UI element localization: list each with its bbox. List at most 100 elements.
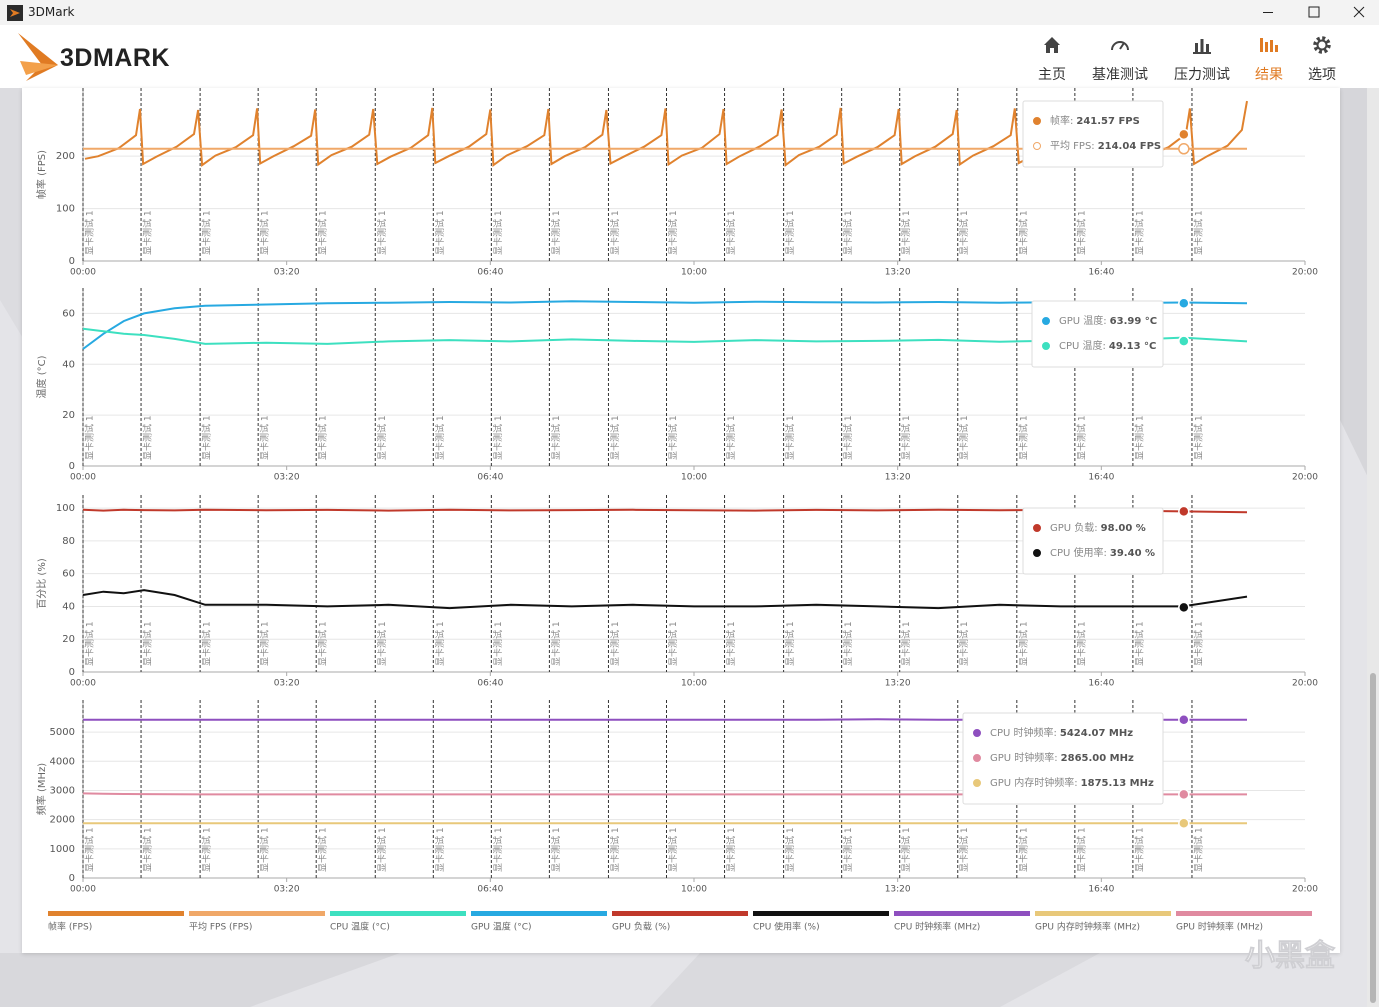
y-tick-label: 0 xyxy=(69,461,75,472)
test-marker-label: 显卡测试 1 xyxy=(376,621,388,666)
x-tick-label: 20:00 xyxy=(1292,679,1318,689)
x-tick-label: 20:00 xyxy=(1292,885,1318,895)
test-marker-label: 显卡测试 1 xyxy=(142,621,154,666)
test-marker-label: 显卡测试 1 xyxy=(84,621,96,666)
tooltip-value: 49.13 °C xyxy=(1109,341,1156,352)
x-tick-label: 13:20 xyxy=(885,268,911,278)
test-marker-label: 显卡测试 1 xyxy=(1192,415,1204,460)
test-marker-label: 显卡测试 1 xyxy=(317,827,329,872)
test-marker-label: 显卡测试 1 xyxy=(784,415,796,460)
test-marker-label: 显卡测试 1 xyxy=(609,415,621,460)
test-marker-label: 显卡测试 1 xyxy=(725,415,737,460)
test-marker-label: 显卡测试 1 xyxy=(550,415,562,460)
test-marker-label: 显卡测试 1 xyxy=(259,827,271,872)
test-marker-label: 显卡测试 1 xyxy=(259,415,271,460)
test-marker-label: 显卡测试 1 xyxy=(376,210,388,255)
test-marker-label: 显卡测试 1 xyxy=(958,210,970,255)
test-marker-label: 显卡测试 1 xyxy=(1075,827,1087,872)
test-marker-label: 显卡测试 1 xyxy=(1133,827,1145,872)
test-marker-label: 显卡测试 1 xyxy=(784,621,796,666)
tooltip-swatch xyxy=(1033,524,1041,532)
scrollbar[interactable] xyxy=(1367,88,1379,1007)
test-marker-label: 显卡测试 1 xyxy=(317,415,329,460)
test-marker-label: 显卡测试 1 xyxy=(492,415,504,460)
test-marker-label: 显卡测试 1 xyxy=(1192,210,1204,255)
y-tick-label: 100 xyxy=(56,204,75,215)
test-marker-label: 显卡测试 1 xyxy=(84,415,96,460)
tooltip-label: GPU 负载: xyxy=(1050,521,1098,534)
test-marker-label: 显卡测试 1 xyxy=(842,415,854,460)
cursor-dot xyxy=(1178,505,1190,518)
nav-label[interactable]: 结果 xyxy=(1255,67,1283,83)
test-marker-label: 显卡测试 1 xyxy=(376,827,388,872)
test-marker-label: 显卡测试 1 xyxy=(201,415,213,460)
test-marker-label: 显卡测试 1 xyxy=(842,210,854,255)
tooltip-label: CPU 使用率: xyxy=(1050,546,1107,559)
test-marker-label: 显卡测试 1 xyxy=(142,210,154,255)
test-marker-label: 显卡测试 1 xyxy=(609,210,621,255)
tooltip-swatch xyxy=(973,754,981,762)
tooltip-row: GPU 内存时钟频率: 1875.13 MHz xyxy=(990,776,1154,789)
tooltip-label: 平均 FPS: xyxy=(1050,140,1095,152)
tooltip-value: 2865.00 MHz xyxy=(1061,753,1134,764)
y-tick-label: 0 xyxy=(69,256,75,267)
nav-benchmark[interactable]: 基准测试 xyxy=(1080,25,1160,83)
legend-label: GPU 时钟频率 (MHz) xyxy=(1176,921,1263,933)
nav-options[interactable]: 选项 xyxy=(1282,25,1362,83)
header: 3DMARK 主页 基准测试 压力测试 结果 选项 xyxy=(0,25,1379,88)
nav-label[interactable]: 基准测试 xyxy=(1092,67,1148,83)
test-marker-label: 显卡测试 1 xyxy=(259,621,271,666)
test-marker-label: 显卡测试 1 xyxy=(376,415,388,460)
nav-label[interactable]: 主页 xyxy=(1038,67,1066,83)
test-marker-label: 显卡测试 1 xyxy=(609,621,621,666)
x-tick-label: 16:40 xyxy=(1088,885,1114,895)
x-tick-label: 16:40 xyxy=(1088,679,1114,689)
y-axis-title: 频率 (MHz) xyxy=(35,763,48,815)
legend-label: 帧率 (FPS) xyxy=(48,921,92,933)
test-marker-label: 显卡测试 1 xyxy=(958,415,970,460)
test-marker-label: 显卡测试 1 xyxy=(434,415,446,460)
y-axis-title: 百分比 (%) xyxy=(36,558,48,609)
tooltip-value: 214.04 FPS xyxy=(1098,141,1161,152)
nav-icon xyxy=(1111,41,1129,51)
close-button[interactable] xyxy=(1353,6,1365,18)
nav-label[interactable]: 压力测试 xyxy=(1174,67,1230,83)
y-tick-label: 0 xyxy=(69,667,75,678)
series-line xyxy=(82,508,1248,514)
cursor-dot xyxy=(1178,335,1190,347)
tooltip-swatch xyxy=(1042,317,1050,325)
test-marker-label: 显卡测试 1 xyxy=(142,415,154,460)
tooltip-swatch xyxy=(973,729,981,737)
logo-text[interactable]: 3DMARK xyxy=(60,44,170,72)
legend-label: CPU 使用率 (%) xyxy=(753,921,820,933)
test-marker-label: 显卡测试 1 xyxy=(259,210,271,255)
nav-home[interactable]: 主页 xyxy=(1012,25,1092,83)
scroll-thumb[interactable] xyxy=(1370,673,1376,1003)
tooltip: GPU 负载: 98.00 % CPU 使用率: 39.40 % xyxy=(1022,507,1164,575)
window-controls[interactable] xyxy=(1249,0,1379,25)
test-marker-label: 显卡测试 1 xyxy=(492,621,504,666)
nav-stress[interactable]: 压力测试 xyxy=(1162,25,1242,83)
nav-results[interactable]: 结果 xyxy=(1229,25,1309,83)
tooltip-row: CPU 使用率: 39.40 % xyxy=(1050,546,1155,559)
chart: 0 100 200 00:00 03:20 06:40 10:00 13:20 16:40 20:… xyxy=(35,88,1318,278)
y-tick-label: 200 xyxy=(56,151,75,162)
x-tick-label: 20:00 xyxy=(1292,473,1318,483)
test-marker-label: 显卡测试 1 xyxy=(842,827,854,872)
maximize-button[interactable] xyxy=(1308,6,1320,18)
x-tick-label: 03:20 xyxy=(274,679,300,689)
x-tick-label: 03:20 xyxy=(274,268,300,278)
x-tick-label: 10:00 xyxy=(681,268,707,278)
y-tick-label: 60 xyxy=(62,569,75,580)
nav-label[interactable]: 选项 xyxy=(1308,67,1336,83)
tooltip-row: CPU 时钟频率: 5424.07 MHz xyxy=(990,726,1133,739)
tooltip-row: CPU 温度: 49.13 °C xyxy=(1059,339,1156,352)
test-marker-label: 显卡测试 1 xyxy=(667,415,679,460)
legend-label: 平均 FPS (FPS) xyxy=(189,921,252,933)
test-marker-label: 显卡测试 1 xyxy=(434,827,446,872)
chart: 0 20 40 60 00:00 03:20 06:40 10:00 13:20 16:40 20:… xyxy=(35,288,1318,483)
tooltip-label: GPU 时钟频率: xyxy=(990,751,1058,764)
tooltip-value: 39.40 % xyxy=(1110,548,1155,559)
x-tick-label: 06:40 xyxy=(477,268,503,278)
